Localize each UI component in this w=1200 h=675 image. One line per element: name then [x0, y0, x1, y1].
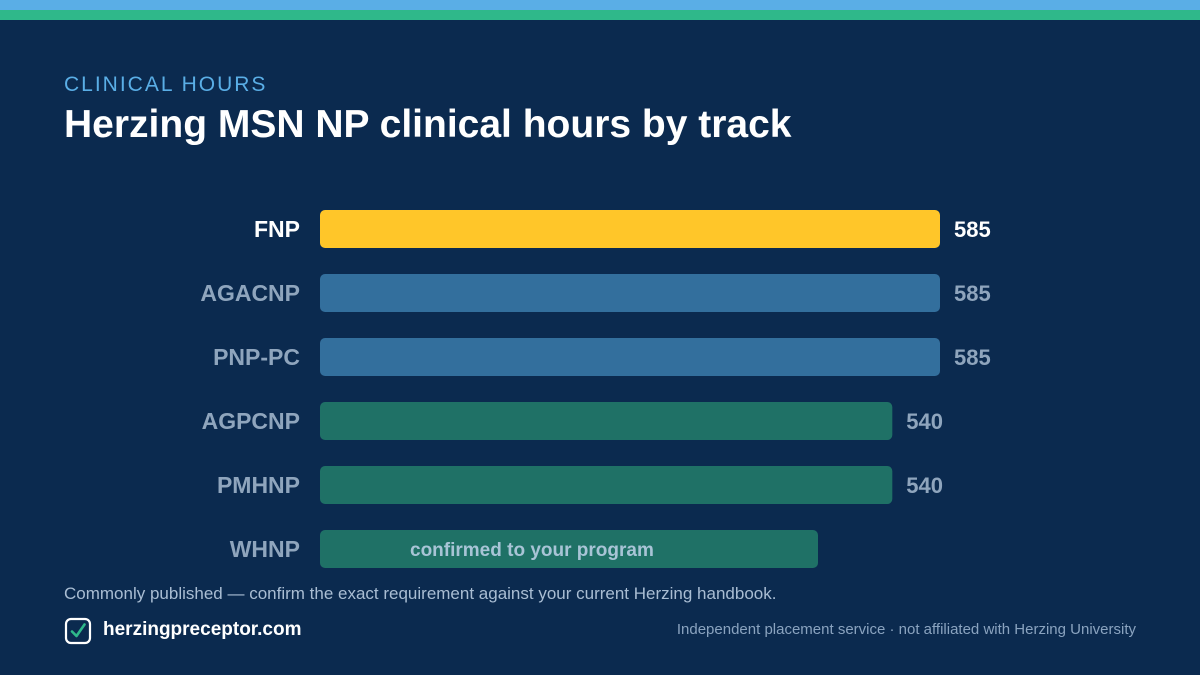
- bar-pnp-pc: [320, 338, 940, 376]
- section-eyebrow: CLINICAL HOURS: [64, 73, 268, 96]
- bar-agacnp: [320, 274, 940, 312]
- value-label: 585: [954, 345, 991, 370]
- footnote: Commonly published — confirm the exact r…: [64, 584, 777, 603]
- value-label: 540: [906, 473, 943, 498]
- bar-agpcnp: [320, 402, 893, 440]
- value-label: 540: [906, 409, 943, 434]
- top-accent-blue: [0, 0, 1200, 10]
- category-label: WHNP: [230, 536, 300, 562]
- top-accent-bar: [0, 0, 1200, 20]
- category-label: FNP: [254, 216, 300, 242]
- checkbox-icon: [64, 617, 92, 645]
- affiliation-disclaimer: Independent placement service · not affi…: [676, 621, 1136, 638]
- top-accent-green: [0, 10, 1200, 20]
- bar-pmhnp: [320, 466, 893, 504]
- category-label: PNP-PC: [213, 344, 300, 370]
- bar-whnp: [320, 530, 818, 568]
- value-label: 585: [954, 217, 991, 242]
- category-label: AGACNP: [200, 280, 300, 306]
- bar-chart: FNP 585 AGACNP 585 PNP-PC 585 AGPCNP 540 PMHNP 54…: [200, 210, 991, 568]
- category-label: AGPCNP: [202, 408, 300, 434]
- value-label: 585: [954, 281, 991, 306]
- category-label: PMHNP: [217, 472, 300, 498]
- bar-inline-text: confirmed to your program: [410, 540, 654, 561]
- bar-fnp: [320, 210, 940, 248]
- page-title: Herzing MSN NP clinical hours by track: [64, 103, 792, 146]
- brand-link[interactable]: herzingpreceptor.com: [103, 619, 302, 640]
